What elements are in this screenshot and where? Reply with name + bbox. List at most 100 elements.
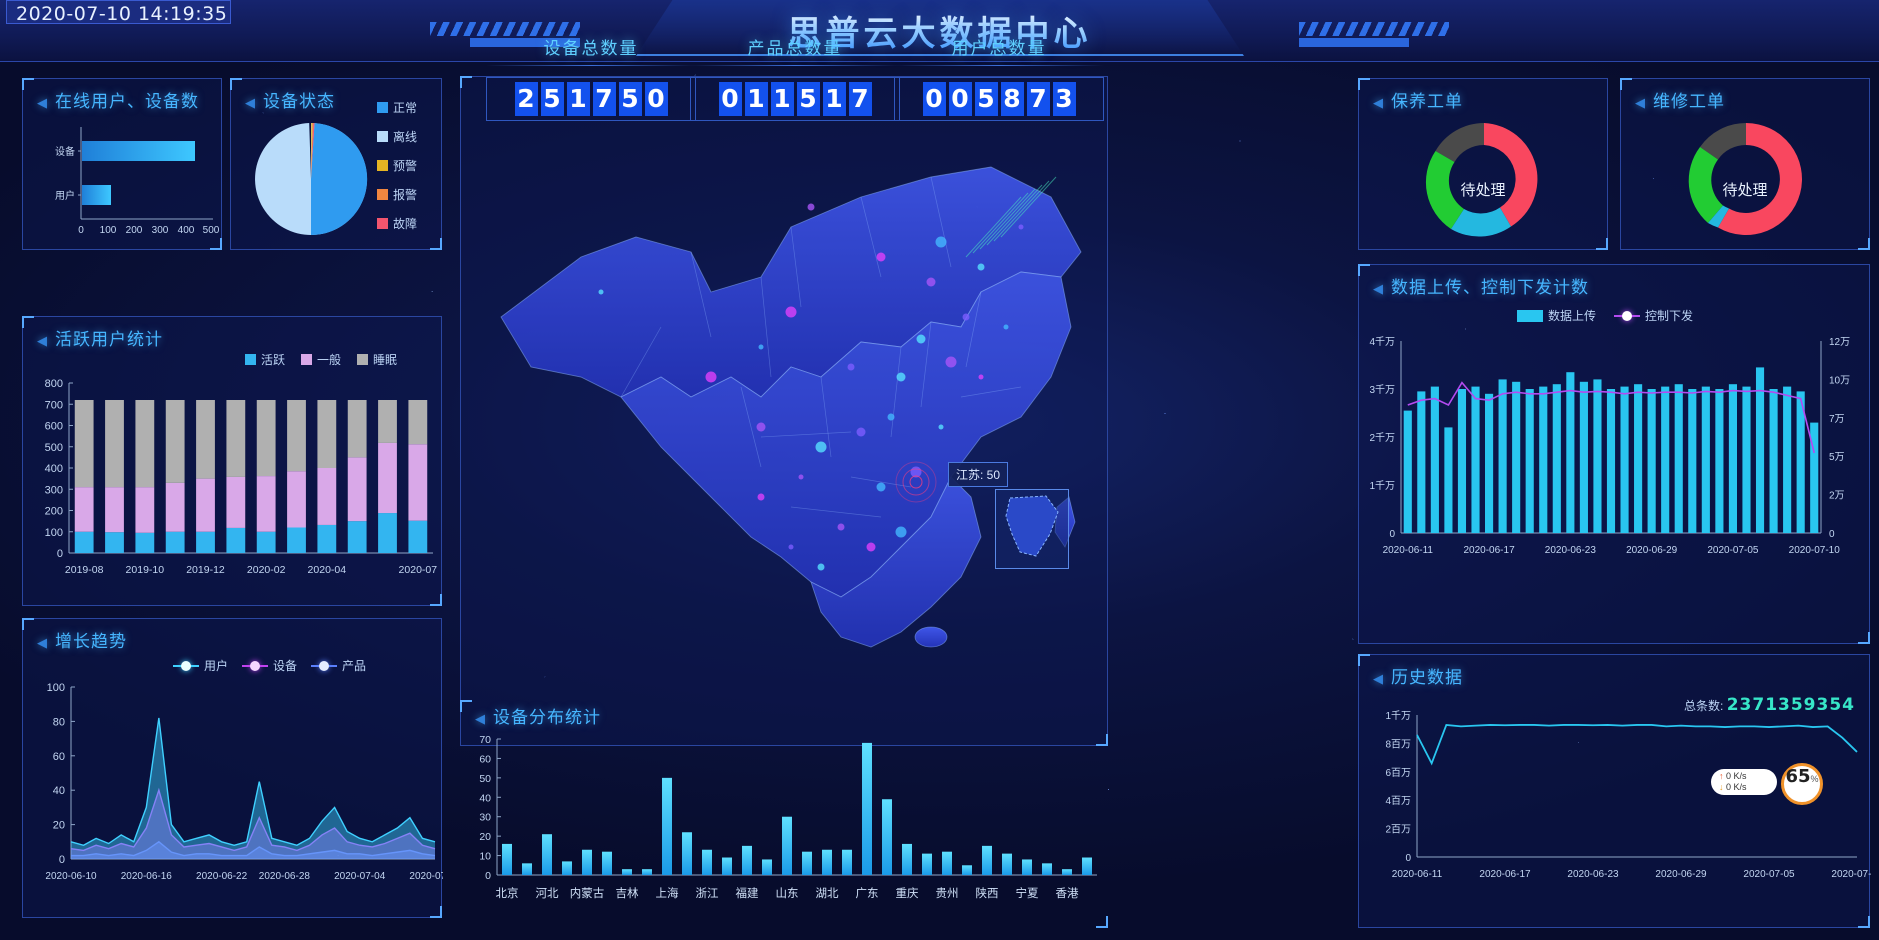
svg-text:100: 100: [45, 527, 63, 539]
legend-swatch-fault: [377, 218, 388, 229]
legend-line-user: [173, 660, 199, 671]
legend-label-growth-user: 用户: [204, 659, 229, 673]
legend-item-dormant: 睡眠: [357, 351, 397, 368]
panel-device-status: ◀ 设备状态 正常 离线 预警 报警 故障: [230, 78, 442, 250]
map-minimap[interactable]: [995, 489, 1069, 569]
legend-label-general: 一般: [317, 353, 342, 367]
clock-box: [6, 0, 231, 24]
svg-text:200: 200: [126, 225, 143, 236]
digit-cell: 7: [1026, 82, 1050, 116]
svg-text:2020-06-16: 2020-06-16: [121, 871, 173, 882]
legend-label-prewarn: 预警: [393, 159, 418, 173]
svg-text:40: 40: [53, 785, 65, 797]
svg-text:100: 100: [47, 682, 65, 694]
stat-label-products: 产品总数量: [747, 39, 843, 58]
chart-history-line: 0 2百万 4百万 6百万 8百万 1千万 2020-06-11 2020-06-17 2020…: [1385, 710, 1871, 880]
digit-cell: 5: [974, 82, 998, 116]
svg-text:2020-07: 2020-07: [399, 564, 438, 576]
digit-cell: 7: [592, 82, 616, 116]
panel-growth-trend: ◀ 增长趋势 用户 设备 产品 0 20 40 60 80 100 2020-06-10 202…: [22, 618, 443, 918]
cpu-gauge: 65%: [1781, 763, 1823, 805]
legend-item-normal: 正常: [377, 99, 417, 116]
chart-repair-donut: [1688, 122, 1802, 235]
china-map[interactable]: [461, 77, 1109, 747]
title-marker-icon: ◀: [1373, 671, 1384, 686]
digit-cell: 3: [1052, 82, 1076, 116]
stat-label-users: 用户总数量: [951, 39, 1047, 58]
svg-text:2020-07-09: 2020-07-09: [409, 871, 443, 882]
svg-text:2020-06-23: 2020-06-23: [1545, 545, 1597, 556]
header-hatch-right: [1299, 22, 1449, 36]
svg-text:湖北: 湖北: [816, 886, 839, 900]
svg-text:0: 0: [1829, 529, 1835, 540]
svg-text:2020-06-28: 2020-06-28: [259, 871, 311, 882]
page-title: 思普云大数据中心: [0, 6, 1879, 55]
panel-title-maintain: ◀ 保养工单: [1373, 92, 1463, 111]
network-download-row: ↓ 0 K/s: [1719, 782, 1747, 793]
svg-text:0: 0: [59, 854, 65, 866]
svg-text:贵州: 贵州: [936, 887, 959, 900]
svg-text:2020-06-29: 2020-06-29: [1626, 545, 1678, 556]
legend-line-product: [311, 660, 338, 671]
upload-arrow-icon: ↑: [1719, 771, 1724, 781]
svg-text:10: 10: [479, 851, 491, 863]
svg-text:2020-07-05: 2020-07-05: [1707, 545, 1759, 556]
chart-maintain-donut: [1425, 123, 1538, 237]
svg-text:香港: 香港: [1056, 887, 1079, 900]
legend-upload: 数据上传 控制下发: [1517, 307, 1693, 324]
legend-item-prewarn: 预警: [377, 157, 417, 174]
svg-text:5万: 5万: [1829, 452, 1845, 463]
history-total-label: 总条数:: [1684, 699, 1724, 713]
legend-label-upload: 数据上传: [1548, 309, 1597, 323]
panel-title-history: ◀ 历史数据: [1373, 668, 1463, 687]
legend-swatch-general: [301, 354, 313, 365]
download-arrow-icon: ↓: [1719, 782, 1724, 792]
svg-text:2020-02: 2020-02: [247, 564, 286, 576]
svg-text:0: 0: [78, 225, 84, 236]
svg-text:20: 20: [53, 820, 65, 832]
svg-text:2019-08: 2019-08: [65, 564, 104, 576]
svg-text:北京: 北京: [496, 886, 519, 900]
svg-text:30: 30: [479, 812, 491, 824]
svg-text:0: 0: [1405, 853, 1411, 864]
legend-item-control: 控制下发: [1614, 307, 1693, 324]
legend-label-normal: 正常: [393, 101, 418, 115]
legend-swatch-normal: [377, 102, 388, 113]
legend-device-status: 正常 离线 预警 报警 故障: [377, 99, 417, 232]
svg-text:2千万: 2千万: [1369, 432, 1395, 444]
legend-label-fault: 故障: [393, 217, 418, 231]
svg-text:600: 600: [45, 421, 63, 433]
legend-swatch-alarm: [377, 189, 388, 200]
digit-cell: 5: [796, 82, 820, 116]
legend-item-upload: 数据上传: [1517, 307, 1596, 324]
panel-title-active-users: ◀ 活跃用户统计: [37, 330, 163, 349]
repair-donut-center-label: 待处理: [1722, 182, 1768, 199]
svg-text:0: 0: [1389, 529, 1395, 540]
svg-text:6百万: 6百万: [1385, 767, 1411, 779]
svg-text:2020-07-10: 2020-07-10: [1831, 869, 1871, 880]
svg-text:8百万: 8百万: [1385, 738, 1411, 750]
svg-text:700: 700: [45, 399, 63, 411]
legend-label-active: 活跃: [261, 353, 286, 367]
header-bar: 2020-07-10 14:19:35 思普云大数据中心: [0, 0, 1879, 62]
legend-swatch-prewarn: [377, 160, 388, 171]
svg-text:4千万: 4千万: [1369, 336, 1395, 348]
svg-text:2020-06-17: 2020-06-17: [1463, 545, 1515, 556]
svg-text:70: 70: [479, 734, 491, 746]
chart-active-users-stacked-bar: 0 100 200 300 400 500 600 700 800 2019-08 2019-10 2…: [45, 378, 438, 576]
title-marker-icon: ◀: [1635, 95, 1646, 110]
panel-active-users: ◀ 活跃用户统计 活跃 一般 睡眠 0 100 200 300 400 500 600 700 8…: [22, 316, 442, 606]
svg-text:2020-04: 2020-04: [308, 564, 347, 576]
svg-text:用户: 用户: [55, 189, 75, 202]
digit-cell: 0: [718, 82, 742, 116]
legend-item-alarm: 报警: [377, 186, 417, 203]
svg-text:10万: 10万: [1829, 375, 1850, 386]
svg-text:2020-07-05: 2020-07-05: [1743, 869, 1795, 880]
digit-cell: 0: [948, 82, 972, 116]
chart-device-distribution: 0 10 20 30 40 50 60 70 北京 河北 内蒙古 吉林 上海 浙江 福建 山东 湖北 广东 重庆 贵州…: [479, 734, 1097, 900]
svg-text:2020-06-17: 2020-06-17: [1479, 869, 1531, 880]
svg-text:福建: 福建: [736, 886, 759, 900]
svg-text:河北: 河北: [536, 887, 559, 900]
svg-text:1千万: 1千万: [1369, 480, 1395, 492]
